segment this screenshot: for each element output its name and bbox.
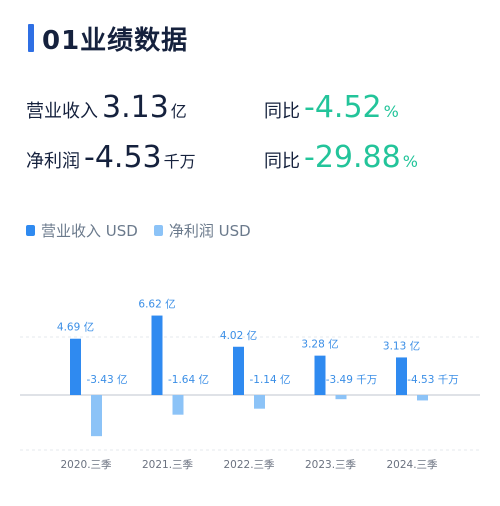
revenue-yoy-label: 同比 bbox=[264, 101, 300, 122]
net-profit-yoy-metric: 同比 -29.88% bbox=[264, 140, 418, 175]
revenue-yoy-metric: 同比 -4.52% bbox=[264, 90, 399, 125]
data-label-revenue: 6.62 亿 bbox=[138, 298, 175, 311]
revenue-value: 3.13 bbox=[102, 90, 169, 125]
revenue-yoy-value: -4.52 bbox=[304, 90, 382, 125]
bar-revenue bbox=[396, 357, 407, 395]
net-profit-unit: 千万 bbox=[163, 152, 196, 171]
legend-label-net-profit: 净利润 USD bbox=[168, 222, 251, 240]
data-label-net-profit: -4.53 千万 bbox=[407, 374, 459, 386]
data-label-revenue: 3.13 亿 bbox=[383, 339, 420, 352]
data-label-net-profit: -1.64 亿 bbox=[168, 373, 209, 386]
net-profit-yoy-value: -29.88 bbox=[304, 140, 401, 175]
revenue-unit: 亿 bbox=[170, 102, 187, 121]
data-label-net-profit: -3.43 亿 bbox=[86, 373, 127, 386]
bar-net-profit bbox=[91, 395, 102, 437]
net-profit-value: -4.53 bbox=[84, 140, 162, 175]
revenue-metric: 营业收入 3.13 亿 bbox=[26, 90, 187, 125]
x-tick-label: 2021.三季 bbox=[142, 459, 194, 471]
bar-net-profit bbox=[335, 395, 347, 400]
legend-item-net-profit[interactable]: 净利润 USD bbox=[153, 220, 251, 241]
page-title: 01业绩数据 bbox=[42, 26, 189, 56]
bar-revenue bbox=[151, 315, 163, 395]
data-label-net-profit: -1.14 亿 bbox=[249, 373, 290, 386]
legend-item-revenue[interactable]: 营业收入 USD bbox=[26, 220, 138, 241]
data-label-revenue: 4.02 亿 bbox=[220, 329, 257, 342]
revenue-label: 营业收入 bbox=[26, 101, 98, 122]
bar-revenue bbox=[70, 338, 81, 395]
x-tick-label: 2022.三季 bbox=[223, 459, 275, 471]
bar-net-profit bbox=[172, 395, 184, 415]
legend-label-revenue: 营业收入 USD bbox=[41, 222, 138, 240]
chart-legend: 营业收入 USD 净利润 USD bbox=[26, 220, 267, 241]
bar-revenue bbox=[314, 355, 326, 395]
net-profit-yoy-label: 同比 bbox=[264, 151, 300, 172]
legend-swatch-net-profit bbox=[153, 225, 163, 236]
data-label-revenue: 3.28 亿 bbox=[301, 338, 338, 351]
legend-swatch-revenue bbox=[26, 225, 35, 236]
data-label-revenue: 4.69 亿 bbox=[57, 321, 94, 334]
bar-revenue bbox=[233, 346, 244, 395]
header-accent-bar bbox=[28, 24, 34, 52]
x-tick-label: 2020.三季 bbox=[60, 459, 112, 471]
net-profit-metric: 净利润 -4.53 千万 bbox=[26, 140, 196, 175]
net-profit-label: 净利润 bbox=[26, 151, 80, 172]
revenue-yoy-unit: % bbox=[383, 102, 399, 121]
bar-net-profit bbox=[254, 395, 265, 409]
bar-net-profit bbox=[417, 395, 428, 401]
net-profit-yoy-unit: % bbox=[402, 152, 418, 171]
x-tick-label: 2024.三季 bbox=[386, 459, 438, 471]
data-label-net-profit: -3.49 千万 bbox=[326, 374, 378, 386]
bar-chart: 4.69 亿 -3.43 亿 2020.三季 6.62 亿 -1.64 亿 2021.三季… bbox=[20, 298, 480, 471]
x-tick-label: 2023.三季 bbox=[305, 459, 357, 471]
